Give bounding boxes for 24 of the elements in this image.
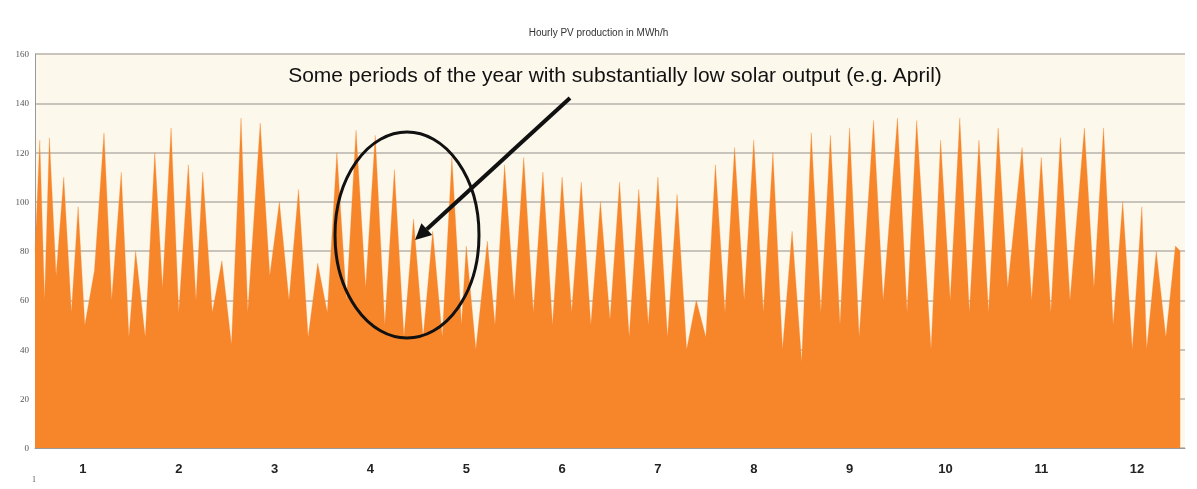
x-tick-label: 12 (1129, 461, 1145, 476)
y-tick-label: 60 (20, 295, 30, 306)
x-tick-label: 1 (79, 461, 87, 476)
y-tick-label: 140 (15, 98, 30, 109)
x-tick-label: 8 (750, 461, 758, 476)
x-tick-label: 6 (558, 461, 566, 476)
annotation: Some periods of the year with substantially low solar output (e.g. April) (288, 63, 942, 86)
x-tick-label: 7 (654, 461, 662, 476)
y-tick-label: 40 (20, 344, 30, 355)
x-tick-label: 3 (270, 461, 279, 476)
x-tick-label: 9 (845, 461, 854, 476)
text: 1 (32, 475, 36, 484)
x-tick-label: 11 (1034, 461, 1049, 476)
y-tick-label: 100 (15, 196, 30, 207)
y-tick-label: 80 (20, 246, 30, 256)
y-tick-label: 20 (20, 393, 30, 404)
y-tick-label: 0 (24, 443, 30, 453)
x-tick-label: 10 (938, 461, 953, 476)
x-tick-label: 4 (366, 461, 375, 476)
y-tick-label: 120 (15, 147, 30, 158)
y-tick-label: 160 (15, 49, 30, 59)
chart-title: Hourly PV production in MWh/h (528, 26, 669, 38)
x-tick-label: 5 (462, 461, 470, 476)
x-tick-label: 2 (175, 461, 183, 476)
